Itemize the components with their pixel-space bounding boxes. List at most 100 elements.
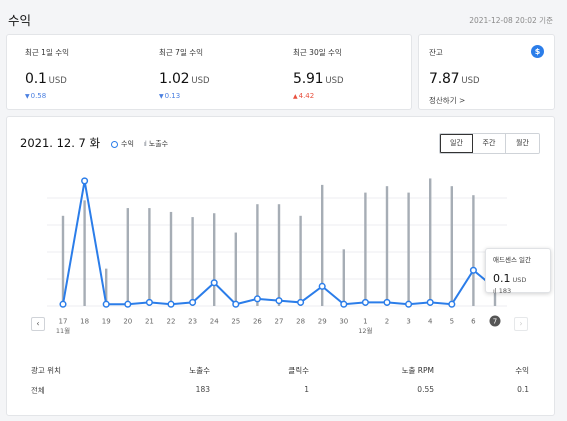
revenue-point	[383, 298, 391, 306]
period-weekly-button[interactable]: 주간	[473, 134, 506, 153]
impressions-bar	[83, 200, 86, 306]
impressions-bar	[213, 213, 216, 306]
revenue-point	[102, 300, 110, 308]
impressions-bar	[385, 186, 389, 306]
impressions-bar	[321, 184, 324, 306]
stat-30day: 최근 30일 수익 5.91 USD ▲4.42	[293, 47, 344, 100]
period-selector: 일간 주간 월간	[439, 133, 540, 154]
impressions-bar	[429, 178, 432, 306]
period-daily-button[interactable]: 일간	[440, 134, 473, 153]
table-cell: 0.55	[417, 385, 434, 394]
x-tick-label: 18	[80, 318, 89, 326]
stat-change: ▼0.58	[25, 92, 47, 100]
tooltip-unit: USD	[512, 276, 527, 284]
stat-1day: 최근 1일 수익 0.1 USD ▼0.58	[25, 47, 69, 100]
revenue-point	[210, 279, 218, 287]
impressions-bar	[191, 217, 194, 306]
revenue-point	[426, 298, 434, 306]
bar-icon: ıl	[493, 287, 499, 295]
table-row: 전체 183 1 0.55 0.1	[7, 385, 556, 399]
impressions-bar	[169, 211, 173, 306]
impressions-bar	[126, 208, 129, 306]
revenue-point	[59, 300, 67, 308]
chart-legend: 수익 ıl 노출수	[111, 139, 168, 149]
circle-icon	[111, 140, 118, 148]
balance-label: 잔고	[429, 48, 443, 57]
updated-timestamp: 2021-12-08 20:02 기준	[469, 16, 553, 25]
x-tick-label: 5	[450, 318, 454, 326]
table-cell: 1	[304, 385, 309, 394]
col-header: 노출 RPM	[401, 366, 434, 375]
x-tick-label: 26	[253, 318, 262, 326]
revenue-point	[318, 282, 326, 290]
impressions-bar	[450, 186, 453, 306]
month-label: 12월	[358, 326, 372, 335]
chart-prev-button[interactable]: ‹	[31, 317, 45, 331]
table-header: 광고 위치 노출수 클릭수 노출 RPM 수익	[7, 365, 556, 379]
x-tick-label: 22	[167, 318, 176, 326]
chevron-left-icon: ‹	[36, 319, 40, 328]
chart-date: 2021. 12. 7 화	[20, 136, 101, 150]
x-tick-label: 19	[102, 318, 111, 326]
revenue-point	[405, 300, 413, 308]
stat-value: 1.02	[159, 71, 190, 87]
up-arrow-icon: ▲	[293, 93, 298, 100]
stat-unit: USD	[48, 76, 67, 86]
revenue-point	[361, 298, 369, 306]
x-tick-label: 24	[210, 318, 219, 326]
tooltip-value: 0.1	[493, 272, 511, 285]
stat-value: 0.1	[25, 71, 47, 87]
page-title: 수익	[8, 13, 32, 28]
x-tick-label: 23	[188, 318, 197, 326]
x-tick-label: 17	[59, 318, 68, 326]
revenue-point	[469, 266, 477, 274]
revenue-point	[340, 300, 348, 308]
x-tick-label: 2	[385, 318, 389, 326]
settle-link[interactable]: 정산하기 >	[429, 96, 466, 105]
revenue-point	[124, 300, 132, 308]
stat-value: 5.91	[293, 71, 324, 87]
impressions-bar	[364, 192, 367, 306]
impressions-bar	[342, 249, 345, 306]
revenue-point	[167, 300, 175, 308]
impressions-bar	[277, 204, 281, 306]
stat-label: 최근 7일 수익	[159, 48, 204, 57]
x-tick-label: 3	[406, 318, 410, 326]
chevron-right-icon: >	[459, 96, 466, 105]
x-tick-label: 30	[339, 318, 348, 326]
stat-label: 최근 30일 수익	[293, 48, 342, 57]
x-tick-label: 25	[231, 318, 240, 326]
period-monthly-button[interactable]: 월간	[506, 134, 539, 153]
impressions-bar	[61, 215, 65, 306]
stat-7day: 최근 7일 수익 1.02 USD ▼0.13	[159, 47, 210, 100]
balance-value: 7.87	[429, 71, 460, 87]
table-cell: 183	[195, 385, 210, 394]
tooltip-impressions: ıl 183	[493, 287, 512, 295]
col-header: 클릭수	[288, 366, 309, 375]
bar-icon: ıl	[143, 140, 147, 148]
page-header: 수익 2021-12-08 20:02 기준	[0, 0, 567, 32]
chart-tooltip: 애드센스 일간 0.1 USD ıl 183	[485, 248, 551, 295]
legend-revenue: 수익	[111, 139, 134, 149]
table-cell: 0.1	[517, 385, 529, 394]
chart-next-button[interactable]: ›	[514, 317, 528, 331]
revenue-point	[448, 300, 456, 308]
x-tick-label: 7	[493, 318, 497, 326]
stat-unit: USD	[325, 76, 344, 86]
impressions-bar	[299, 215, 302, 306]
chevron-right-icon: ›	[519, 319, 523, 328]
revenue-point	[81, 177, 89, 185]
x-tick-label: 21	[145, 318, 154, 326]
stat-change: ▲4.42	[293, 92, 315, 100]
legend-impressions: ıl 노출수	[143, 140, 169, 148]
impressions-bar	[148, 208, 151, 306]
revenue-point	[253, 295, 261, 303]
impressions-bar	[256, 204, 259, 306]
balance-stat: 잔고 7.87 USD 정산하기 >	[429, 47, 480, 106]
month-label: 11월	[56, 326, 70, 335]
col-header: 광고 위치	[31, 366, 61, 375]
down-arrow-icon: ▼	[25, 93, 30, 100]
x-tick-label: 27	[275, 318, 284, 326]
